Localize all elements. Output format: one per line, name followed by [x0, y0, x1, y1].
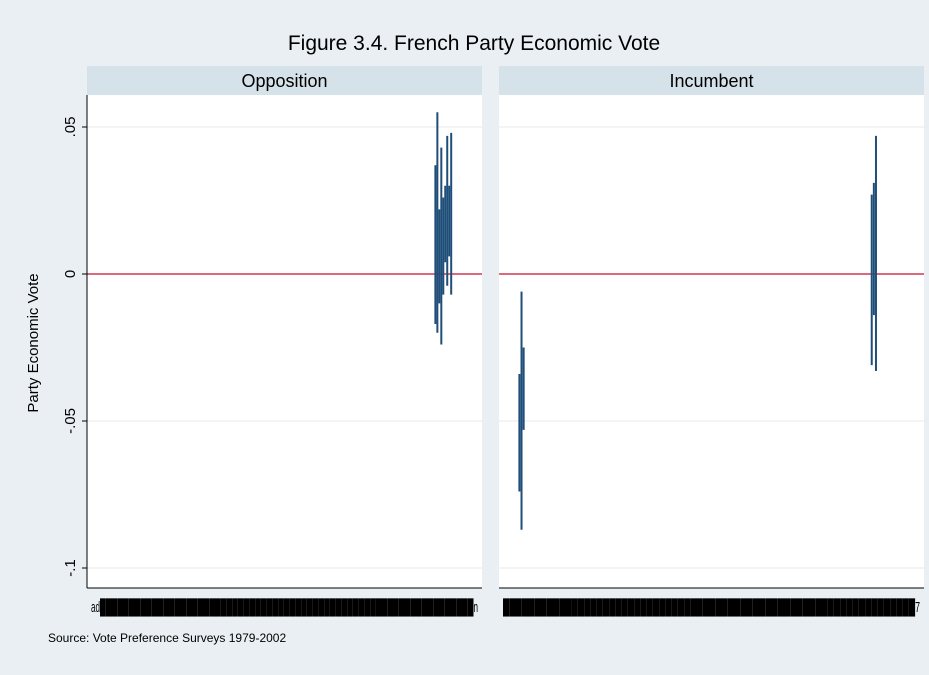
y-tick-label: -.05	[62, 408, 79, 434]
x-tick-labels: ad██████████████████████████████████████…	[91, 598, 478, 617]
panel-strip-label: Opposition	[241, 71, 327, 91]
x-tick-labels: ████████████████████████████████████████…	[503, 598, 920, 617]
plot-area	[499, 95, 924, 588]
plot-area	[87, 95, 482, 588]
panel-incumbent: Incumbent ███████████████████████████████…	[499, 66, 924, 617]
panel-strip-label: Incumbent	[669, 71, 753, 91]
panel-strip	[499, 66, 924, 95]
y-axis-label: Party Economic Vote	[25, 273, 42, 412]
y-tick-label: 0	[62, 270, 79, 278]
chart-title: Figure 3.4. French Party Economic Vote	[288, 32, 660, 55]
panel-opposition: Opposition ad████████████████████████████…	[87, 66, 482, 617]
y-tick-label: -.1	[62, 559, 79, 577]
source-note: Source: Vote Preference Surveys 1979-200…	[48, 631, 286, 645]
panel-strip	[87, 66, 482, 95]
y-axis: .05 0 -.05 -.1	[62, 95, 88, 588]
y-tick-label: .05	[62, 117, 79, 138]
